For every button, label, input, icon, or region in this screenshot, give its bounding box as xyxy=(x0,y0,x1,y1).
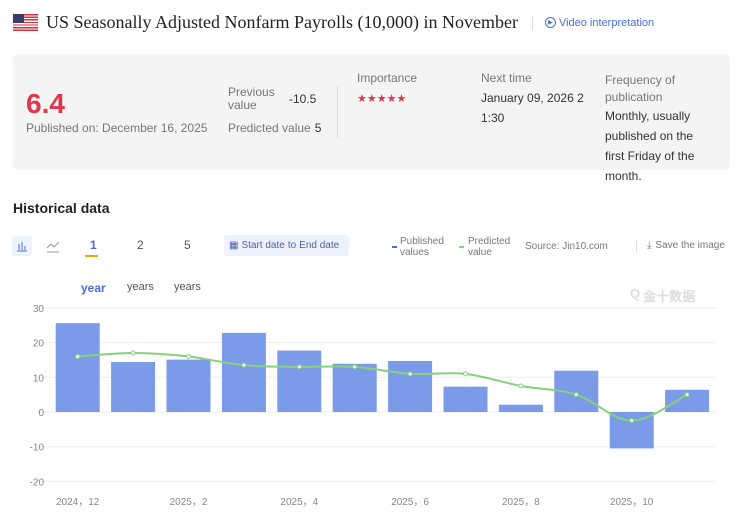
predicted-row: Predicted value 5 xyxy=(228,118,321,138)
us-flag-icon xyxy=(13,14,38,31)
y-tick-label: 10 xyxy=(33,373,45,384)
divider xyxy=(636,240,637,252)
range-tab-2[interactable]: 2 xyxy=(137,238,144,252)
previous-value: -10.5 xyxy=(289,92,317,106)
range-tab-5[interactable]: 5 xyxy=(184,238,191,252)
y-tick-label: 20 xyxy=(33,339,45,350)
predicted-point xyxy=(241,362,247,368)
play-icon: ▶ xyxy=(544,17,556,28)
divider xyxy=(337,86,338,138)
x-tick-label: 2025，10 xyxy=(610,497,654,508)
predicted-point xyxy=(684,392,690,398)
predicted-label: Predicted value xyxy=(228,120,311,135)
y-tick-label: -10 xyxy=(30,443,45,454)
x-tick-label: 2025，6 xyxy=(391,497,429,508)
frequency-value: Monthly, usually published on the first … xyxy=(605,109,695,183)
page-title: US Seasonally Adjusted Nonfarm Payrolls … xyxy=(46,12,518,32)
historical-data-title: Historical data xyxy=(13,200,110,216)
x-tick-label: 2025，4 xyxy=(280,497,318,508)
bar xyxy=(498,404,543,412)
bar xyxy=(166,359,211,412)
range-unit-1[interactable]: year xyxy=(81,281,106,295)
x-tick-label: 2025，8 xyxy=(502,497,540,508)
bar xyxy=(388,360,433,412)
predicted-point xyxy=(518,383,524,389)
predicted-point xyxy=(407,371,413,377)
divider xyxy=(531,15,533,30)
range-unit-2[interactable]: years xyxy=(127,281,154,293)
source-label: Source: Jin10.com xyxy=(525,241,608,252)
start-date[interactable]: Start date xyxy=(241,240,285,251)
legend-published[interactable]: Published values xyxy=(400,236,444,258)
importance-stars: ★★★★★ xyxy=(357,93,407,105)
end-date[interactable]: End date xyxy=(299,240,340,251)
bar xyxy=(443,386,488,412)
bar xyxy=(332,363,377,412)
to-label: to xyxy=(287,240,297,251)
bar xyxy=(665,389,710,412)
bar-chart-toggle[interactable] xyxy=(12,236,32,256)
bar xyxy=(221,332,266,412)
next-time-value: January 09, 2026 21:30 xyxy=(481,91,584,125)
predicted-point xyxy=(296,364,302,370)
video-interpretation-link[interactable]: ▶ Video interpretation xyxy=(544,16,655,29)
legend-predicted[interactable]: Predicted value xyxy=(468,236,511,258)
predicted-point xyxy=(130,350,136,356)
range-tab-1[interactable]: 1 xyxy=(90,238,97,252)
watermark-icon: Q xyxy=(630,286,641,301)
download-icon: ⤓ xyxy=(647,240,652,251)
bar-chart-icon xyxy=(17,242,27,252)
video-label: Video interpretation xyxy=(558,16,655,29)
y-tick-label: 30 xyxy=(33,304,45,315)
previous-label: Previous value xyxy=(228,85,275,112)
predicted-point xyxy=(352,364,358,370)
x-tick-label: 2025，2 xyxy=(170,497,208,508)
title-row: US Seasonally Adjusted Nonfarm Payrolls … xyxy=(13,12,654,33)
date-range-picker[interactable]: ▦ Start date to End date xyxy=(224,235,349,256)
predicted-value: 5 xyxy=(314,121,322,135)
predicted-point xyxy=(629,418,635,424)
predicted-point xyxy=(186,353,191,359)
bar xyxy=(277,350,322,412)
legend-published-swatch xyxy=(392,246,397,248)
calendar-icon: ▦ xyxy=(229,240,239,251)
summary-card xyxy=(13,54,730,170)
importance-label: Importance xyxy=(357,71,418,85)
current-value: 6.4 xyxy=(26,88,65,119)
published-date: Published on: December 16, 2025 xyxy=(26,121,208,135)
line-chart-toggle[interactable] xyxy=(46,239,60,258)
predicted-point xyxy=(463,371,468,377)
frequency-label: Frequency of publication xyxy=(605,73,676,104)
range-unit-5[interactable]: years xyxy=(174,281,201,293)
y-tick-label: 0 xyxy=(38,408,44,419)
watermark-logo: Q 金十数据 xyxy=(630,286,696,304)
tab-underline xyxy=(85,255,98,257)
next-time-label: Next time xyxy=(481,71,532,85)
predicted-point xyxy=(573,392,579,398)
x-tick-label: 2024，12 xyxy=(56,497,100,508)
y-tick-label: -20 xyxy=(30,477,45,488)
predicted-line xyxy=(77,352,688,422)
legend-predicted-swatch xyxy=(459,246,464,248)
line-chart-icon xyxy=(46,241,60,253)
save-image-button[interactable]: ⤓ Save the image xyxy=(647,240,725,251)
predicted-point xyxy=(75,353,81,359)
bar xyxy=(55,323,100,412)
bar xyxy=(111,362,156,412)
